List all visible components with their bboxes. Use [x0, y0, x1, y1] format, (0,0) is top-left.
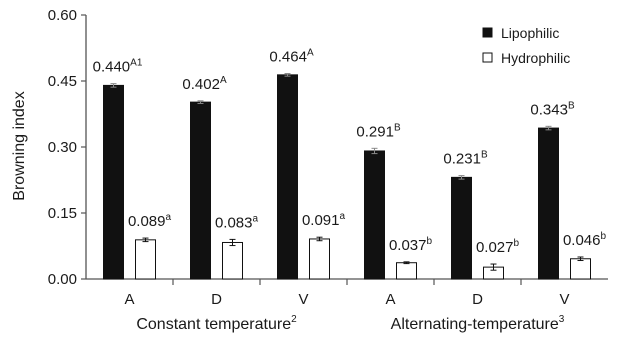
data-label-superscript: a [339, 211, 345, 222]
bar-lipophilic [103, 84, 124, 280]
bar-lipophilic [451, 176, 472, 280]
data-label-value: 0.046 [563, 232, 601, 249]
data-label: 0.027b [476, 238, 520, 256]
data-label-superscript: A [307, 48, 314, 59]
bar-hydrophilic [135, 239, 156, 280]
group-label: Constant temperature2 [136, 314, 297, 333]
data-label: 0.089a [128, 212, 172, 230]
legend-swatch-lipophilic [482, 27, 493, 38]
data-label-superscript: A1 [130, 58, 143, 69]
y-tick-label: 0.15 [48, 205, 77, 222]
data-label-value: 0.291 [356, 123, 394, 140]
group-label-superscript: 2 [291, 314, 297, 325]
legend-label: Hydrophilic [501, 50, 570, 66]
bar-hydrophilic [570, 258, 591, 280]
data-label-superscript: b [600, 231, 606, 242]
data-label-value: 0.440 [93, 59, 131, 76]
y-tick-label: 0.30 [48, 139, 77, 156]
data-label-value: 0.089 [128, 213, 166, 230]
bar-hydrophilic [396, 262, 417, 280]
x-tick-label: D [472, 291, 483, 308]
data-label-value: 0.091 [302, 212, 340, 229]
data-label-superscript: B [568, 100, 575, 111]
data-label-value: 0.464 [269, 49, 307, 66]
data-label: 0.464A [269, 48, 314, 66]
legend-label: Lipophilic [501, 25, 559, 41]
y-tick-label: 0.60 [48, 7, 77, 24]
data-label-value: 0.027 [476, 239, 514, 256]
data-label-value: 0.231 [443, 151, 481, 168]
group-label-superscript: 3 [559, 314, 565, 325]
bar-lipophilic [364, 150, 385, 280]
group-label-text: Alternating-temperature [391, 316, 559, 333]
data-label-superscript: b [513, 238, 519, 249]
data-label-superscript: a [165, 212, 171, 223]
x-tick-label: A [385, 291, 395, 308]
bar-hydrophilic [222, 241, 243, 280]
legend: Lipophilic Hydrophilic [482, 25, 570, 66]
bar-lipophilic [538, 127, 559, 280]
y-tick-label: 0.45 [48, 73, 77, 90]
data-label: 0.291B [356, 122, 401, 140]
data-label-superscript: B [394, 122, 401, 133]
data-label: 0.231B [443, 150, 488, 168]
data-label-superscript: A [220, 75, 227, 86]
x-tick-label: A [124, 291, 134, 308]
data-label: 0.343B [530, 100, 575, 118]
data-label-value: 0.037 [389, 237, 427, 254]
data-label-superscript: a [252, 213, 258, 224]
group-label-text: Constant temperature [136, 316, 291, 333]
data-label-superscript: B [481, 150, 488, 161]
bar-lipophilic [190, 101, 211, 280]
data-label: 0.037b [389, 236, 433, 254]
x-tick-label: V [559, 291, 569, 308]
x-tick-label: D [211, 291, 222, 308]
bars [103, 73, 591, 280]
data-label: 0.402A [182, 75, 227, 93]
data-label: 0.046b [563, 231, 607, 249]
data-label: 0.440A1 [93, 58, 143, 76]
data-label: 0.083a [215, 213, 259, 231]
data-label-value: 0.402 [182, 76, 220, 93]
data-label-value: 0.083 [215, 214, 253, 231]
bar-hydrophilic [309, 238, 330, 280]
data-label-value: 0.343 [530, 101, 568, 118]
data-labels: 0.440A10.402A0.464A0.291B0.231B0.343B0.0… [93, 48, 607, 257]
data-label-superscript: b [426, 236, 432, 247]
y-axis-label: Browning index [11, 91, 28, 200]
bar-lipophilic [277, 74, 298, 280]
legend-swatch-hydrophilic [482, 52, 493, 63]
y-tick-label: 0.00 [48, 271, 77, 288]
data-label: 0.091a [302, 211, 346, 229]
x-tick-label: V [298, 291, 308, 308]
group-label: Alternating-temperature3 [391, 314, 565, 333]
